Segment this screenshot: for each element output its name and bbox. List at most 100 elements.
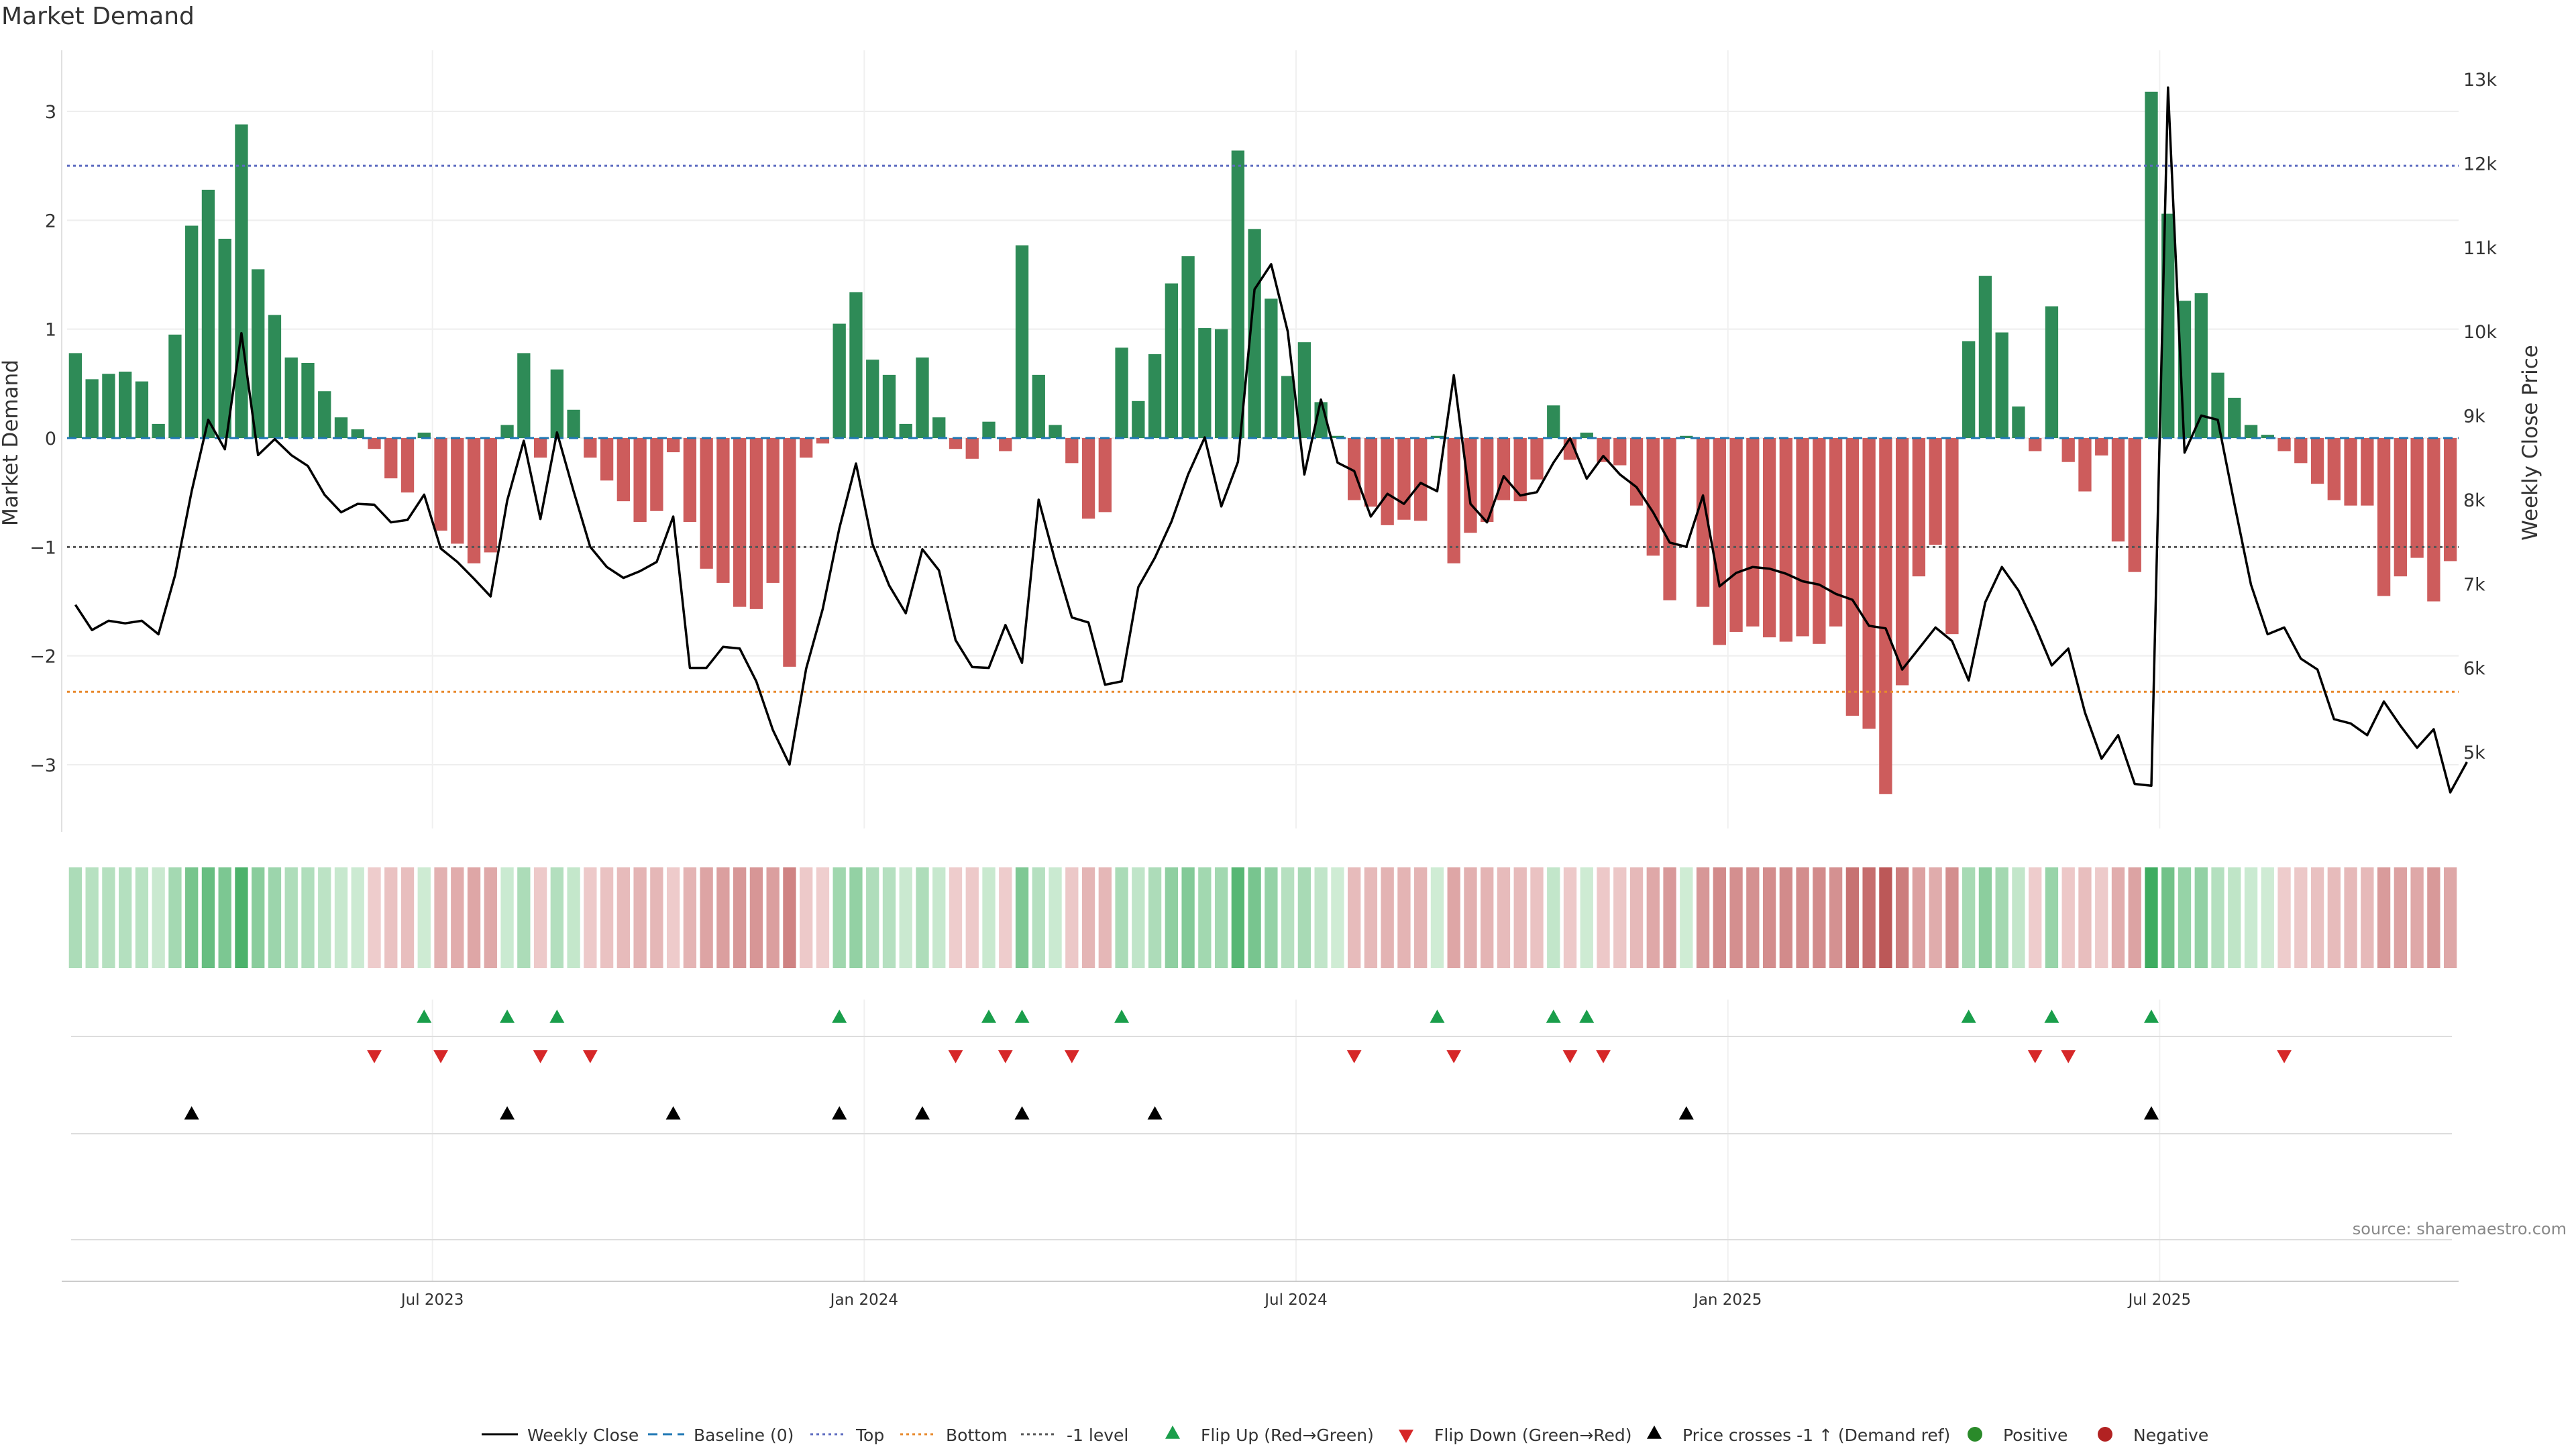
demand-bar [1613,438,1627,466]
heat-cell [1081,867,1095,968]
heat-cell [1198,867,1212,968]
demand-bar [68,353,83,438]
heat-cell [1497,867,1511,968]
heat-cell [417,867,431,968]
heat-cell [800,867,813,968]
heat-cell [2111,867,2125,968]
heat-cell [1646,867,1660,968]
demand-bar [118,371,132,438]
demand-bar [2427,438,2440,602]
heat-cell [284,867,298,968]
heat-cell [833,867,846,968]
demand-bar [384,438,398,479]
heat-cell [1281,867,1295,968]
heat-cell [1862,867,1876,968]
demand-bar [467,438,481,564]
demand-bar [1680,435,1693,438]
demand-bar [2029,438,2042,451]
flip-down-marker [998,1050,1013,1063]
demand-bar [2344,438,2357,506]
y-tick-label: 0 [45,429,56,449]
legend-label: -1 level [1067,1426,1128,1445]
heat-cell [1580,867,1593,968]
demand-bar [1713,438,1726,645]
demand-bar [1430,435,1444,438]
demand-bar [400,438,415,493]
heat-cell [1663,867,1676,968]
demand-bar [368,438,381,449]
demand-bar [2061,438,2075,462]
heat-cell [633,867,647,968]
heat-cell [816,867,830,968]
heat-cell [1613,867,1627,968]
y2-tick-label: 6k [2463,659,2485,680]
demand-bar [816,438,830,444]
flip-down-marker [1562,1050,1578,1063]
demand-bar [252,269,265,438]
y2-tick-label: 10k [2463,322,2497,343]
heat-cell [467,867,481,968]
legend-swatch [2098,1427,2112,1442]
heat-cell [2310,867,2324,968]
heat-cell [400,867,415,968]
y2-tick-label: 11k [2463,238,2497,259]
heat-cell [1115,867,1128,968]
heat-cell [1132,867,1145,968]
heat-cell [1929,867,1942,968]
demand-bar [1481,438,1494,522]
demand-bar [899,423,912,438]
demand-bar [916,357,929,438]
heat-cell [1978,867,1992,968]
heat-cell [766,867,780,968]
demand-bar [1696,438,1710,607]
heat-cell [500,867,514,968]
demand-bar [1945,438,1959,635]
heat-cell [384,867,398,968]
y-axis-label: Market Demand [0,360,23,526]
heat-cell [1148,867,1162,968]
legend-label: Flip Down (Green→Red) [1434,1426,1632,1445]
legend-label: Baseline (0) [694,1426,794,1445]
demand-bar [1231,150,1245,438]
demand-bar [1397,438,1411,520]
y2-axis-label: Weekly Close Price [2518,345,2542,541]
demand-bar [318,391,331,438]
heat-cell [849,867,863,968]
heat-cell [1381,867,1394,968]
demand-bar [102,374,115,438]
legend-swatch [1968,1427,1982,1442]
heat-cell [1563,867,1577,968]
demand-bar [683,438,697,522]
heat-cell [318,867,331,968]
heat-cell [451,867,464,968]
heat-cell [982,867,996,968]
demand-bar [1464,438,1477,533]
heat-cell [2410,867,2424,968]
heat-cell [899,867,912,968]
heat-cell [1629,867,1644,968]
heat-cell [2078,867,2092,968]
heat-cell [1729,867,1743,968]
demand-bar [716,438,730,583]
heat-cell [1032,867,1045,968]
demand-bar [766,438,780,583]
demand-bar [2377,438,2391,596]
heat-cell [1762,867,1776,968]
heat-cell [2228,867,2241,968]
y-tick-label: −1 [30,537,56,558]
demand-bar [218,238,231,438]
legend-swatch [1647,1426,1662,1439]
heat-cell [550,867,564,968]
demand-bar [1297,342,1311,438]
demand-bar [1364,438,1378,507]
demand-bar [1862,438,1876,729]
heat-cell [949,867,963,968]
flip-down-marker [2061,1050,2076,1063]
demand-bar [185,225,199,438]
heat-cell [2211,867,2224,968]
demand-bar [2244,425,2258,438]
demand-bar [965,438,979,459]
heat-cell [2045,867,2059,968]
demand-bar [1912,438,1926,577]
